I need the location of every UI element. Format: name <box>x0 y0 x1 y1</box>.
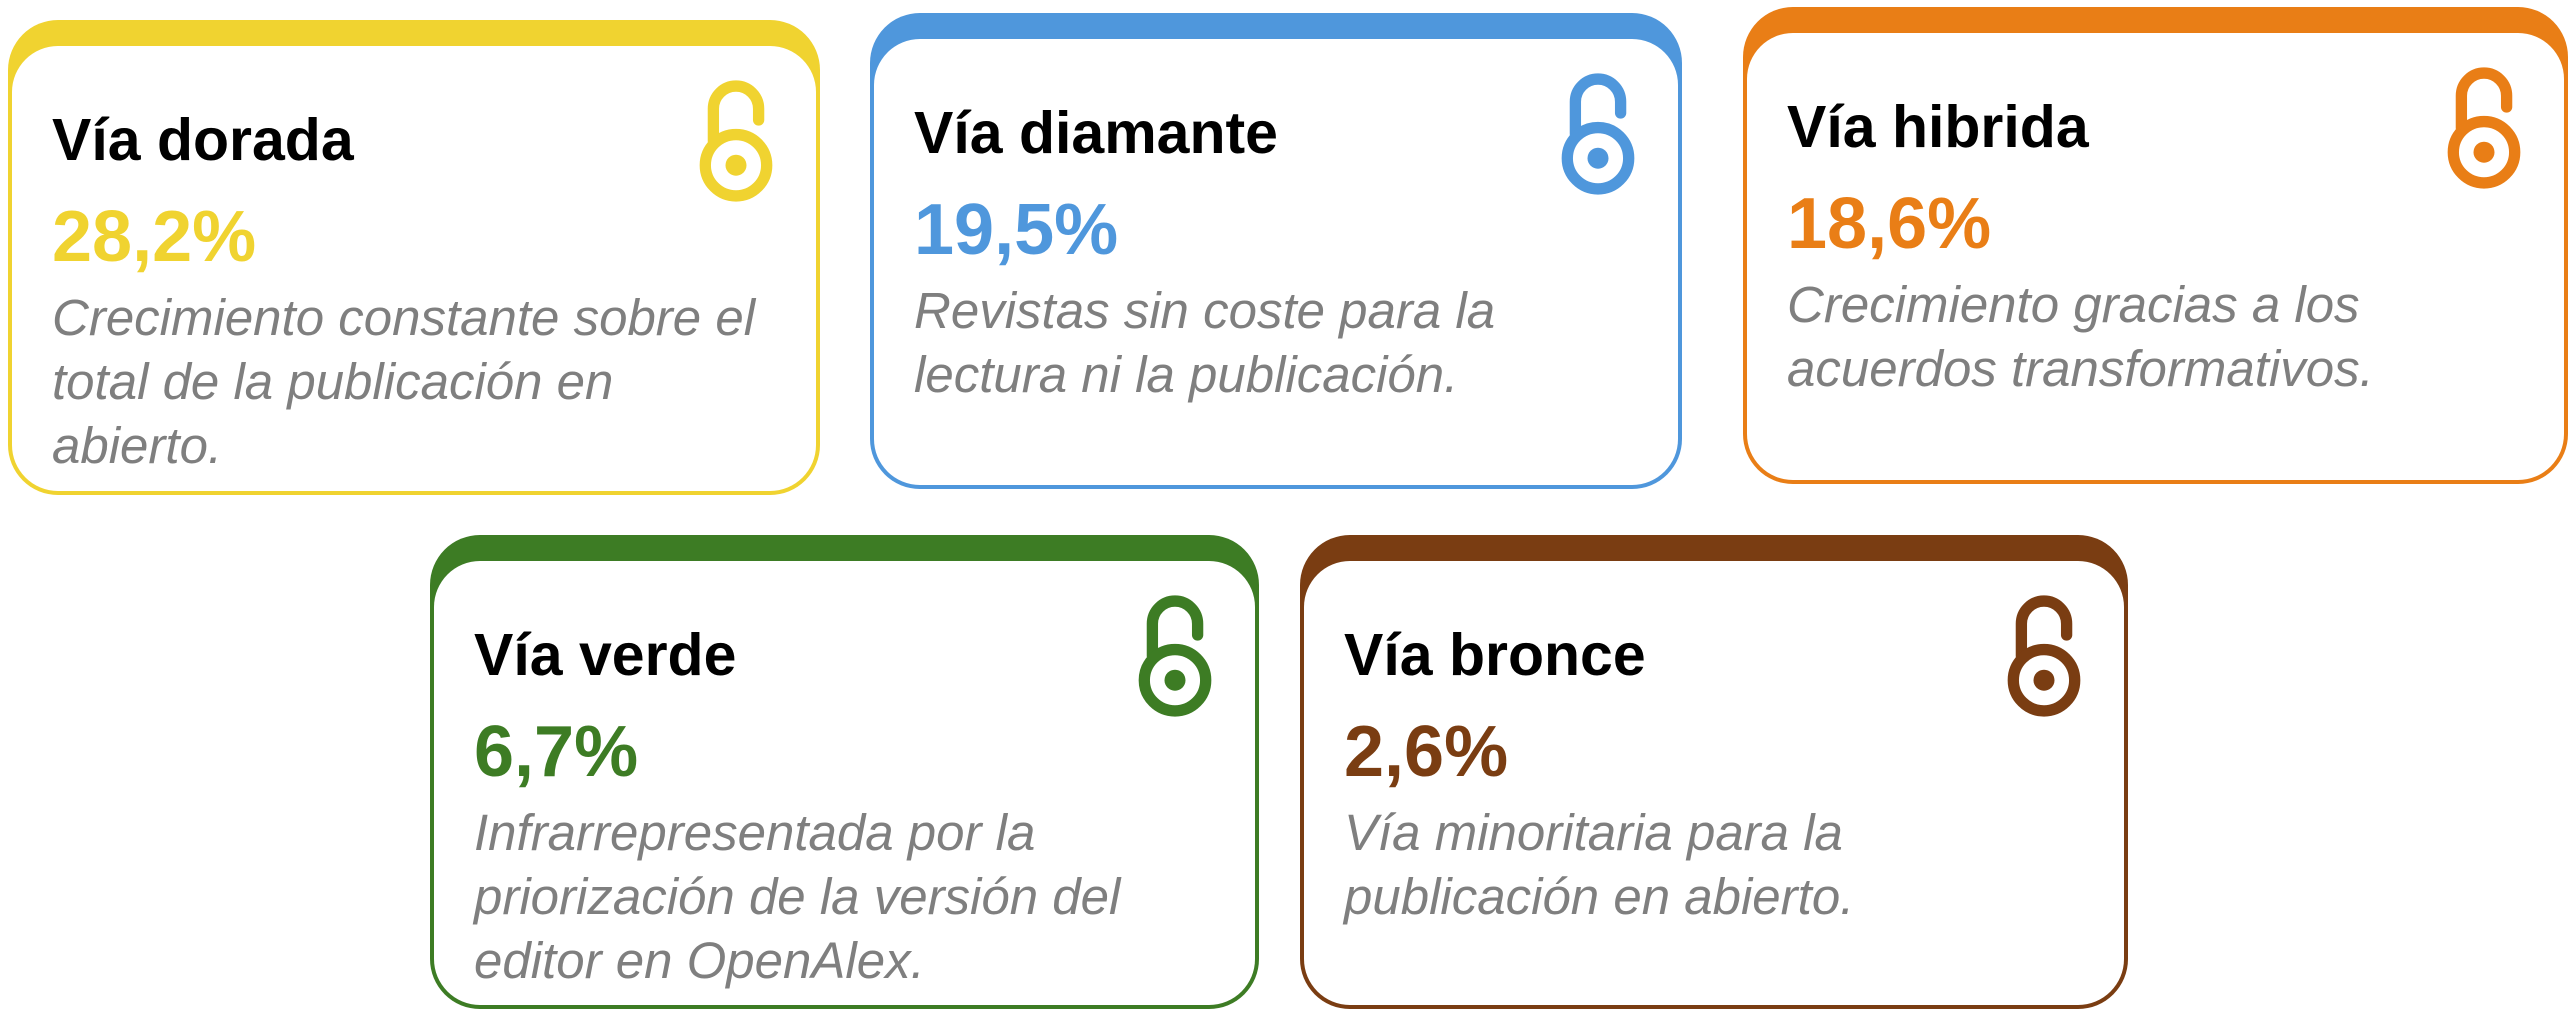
card: Vía diamante 19,5% Revistas sin coste para… <box>870 13 1682 489</box>
card-description: Revistas sin coste para la lectura ni la… <box>914 282 1496 403</box>
card-body: Vía hibrida 18,6% Crecimiento gracias a lo… <box>1747 33 2564 480</box>
card-title: Vía verde <box>474 622 737 688</box>
card-body: Vía bronce 2,6% Vía minoritaria para la pu… <box>1304 561 2124 1005</box>
card-title: Vía diamante <box>914 100 1278 166</box>
card-value: 2,6% <box>1344 712 1509 792</box>
card-value: 6,7% <box>474 712 639 792</box>
card-value: 18,6% <box>1787 184 1992 264</box>
card-title: Vía hibrida <box>1787 94 2089 160</box>
card-description: Infrarrepresentada por la priorización d… <box>474 804 1121 989</box>
open-access-icon <box>2447 67 2521 189</box>
card: Vía dorada 28,2% Crecimiento constante sob… <box>8 20 820 495</box>
card-body: Vía diamante 19,5% Revistas sin coste para… <box>874 39 1678 485</box>
card-title: Vía bronce <box>1344 622 1646 688</box>
card-body: Vía dorada 28,2% Crecimiento constante sob… <box>12 46 816 491</box>
card: Vía verde 6,7% Infrarrepresentada por la p… <box>430 535 1259 1009</box>
open-access-icon <box>1561 73 1635 195</box>
card-description: Crecimiento constante sobre el total de … <box>52 289 756 474</box>
card-title: Vía dorada <box>52 107 354 173</box>
card-value: 28,2% <box>52 197 257 277</box>
card: Vía bronce 2,6% Vía minoritaria para la pu… <box>1300 535 2128 1009</box>
open-access-icon <box>2007 595 2081 717</box>
card-description: Crecimiento gracias a los acuerdos trans… <box>1787 276 2374 397</box>
open-access-icon <box>1138 595 1212 717</box>
open-access-icon <box>699 80 773 202</box>
card-body: Vía verde 6,7% Infrarrepresentada por la p… <box>434 561 1255 1005</box>
card-description: Vía minoritaria para la publicación en a… <box>1344 804 1855 925</box>
card-value: 19,5% <box>914 190 1119 270</box>
card: Vía hibrida 18,6% Crecimiento gracias a lo… <box>1743 7 2568 484</box>
